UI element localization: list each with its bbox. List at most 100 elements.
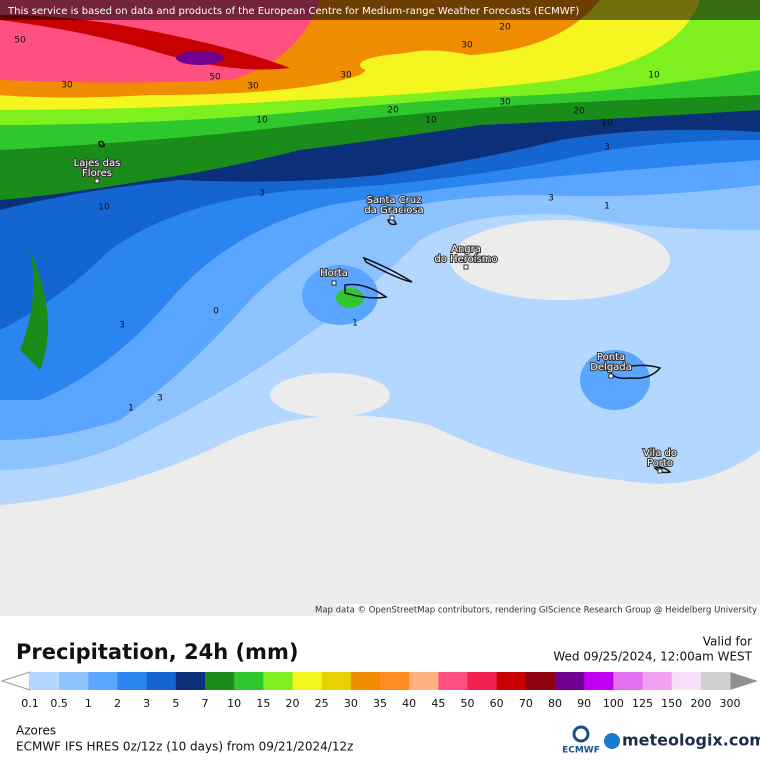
color-swatch [205, 672, 235, 690]
scale-label: 0.5 [50, 697, 68, 710]
city-marker [331, 280, 337, 286]
contour-label: 10 [648, 71, 660, 81]
precip-area [360, 53, 480, 77]
scale-label: 80 [548, 697, 562, 710]
city-label: Delgada [590, 362, 632, 373]
color-swatch [59, 672, 89, 690]
city-label: Lajes das [74, 158, 121, 169]
city-marker [389, 215, 395, 221]
scale-label: 200 [690, 697, 711, 710]
city-label: Angra [451, 244, 481, 255]
contour-label: 1 [128, 404, 134, 414]
color-swatch [409, 672, 439, 690]
color-swatch [175, 672, 206, 690]
contour-label: 0 [213, 307, 219, 317]
scale-label: 50 [461, 697, 475, 710]
scale-label: 125 [632, 697, 653, 710]
attribution-bg [336, 604, 760, 616]
contour-label: 30 [247, 82, 259, 92]
dry-patch [450, 220, 670, 300]
scale-label: 60 [490, 697, 504, 710]
color-swatch [321, 672, 352, 690]
scale-label: 100 [603, 697, 624, 710]
scale-arrow-high [730, 672, 758, 690]
city-label: Porto [647, 458, 673, 469]
color-swatch [234, 672, 264, 690]
contour-label: 30 [340, 71, 352, 81]
contour-label: 3 [259, 189, 265, 199]
contour-label: 30 [61, 81, 73, 91]
color-swatch [380, 672, 410, 690]
contour-label: 30 [499, 98, 511, 108]
attribution: Map data © OpenStreetMap contributors, r… [315, 606, 757, 616]
island [362, 256, 413, 283]
color-swatch [292, 672, 323, 690]
contour-label: 1 [604, 202, 610, 212]
logo-mark [604, 733, 620, 749]
city-marker [657, 468, 663, 474]
precip-area [580, 350, 650, 410]
island [344, 283, 388, 299]
scale-label: 20 [286, 697, 300, 710]
scale-label: 45 [431, 697, 445, 710]
precip-area [20, 250, 48, 370]
city-label: Santa Cruz [367, 195, 422, 206]
contour-label: 10 [425, 116, 437, 126]
city-marker [608, 373, 614, 379]
color-swatch [30, 672, 60, 690]
scale-label: 7 [202, 697, 209, 710]
city-label: da Graciosa [364, 205, 423, 216]
scale-label: 10 [227, 697, 241, 710]
model-run: ECMWF IFS HRES 0z/12z (10 days) from 09/… [16, 740, 353, 754]
contour-label: 20 [387, 106, 399, 116]
valid-time: Wed 09/25/2024, 12:00am WEST [553, 650, 752, 664]
scale-label: 35 [373, 697, 387, 710]
valid-label: Valid for [703, 635, 752, 649]
color-swatch [263, 672, 293, 690]
color-swatch [146, 672, 177, 690]
scale-label: 15 [256, 697, 270, 710]
contour-label: 20 [573, 107, 585, 117]
color-swatch [117, 672, 148, 690]
precip-area [176, 51, 224, 65]
contour-label: 3 [604, 143, 610, 153]
color-swatch [496, 672, 527, 690]
city-label: Flores [82, 168, 112, 179]
color-swatch [438, 672, 468, 690]
color-swatch [700, 672, 731, 690]
contour-label: 1 [352, 319, 358, 329]
contour-label: 3 [119, 321, 125, 331]
scale-label: 90 [577, 697, 591, 710]
legend-title: Precipitation, 24h (mm) [16, 640, 298, 664]
color-swatch [555, 672, 585, 690]
scale-label: 30 [344, 697, 358, 710]
scale-label: 3 [143, 697, 150, 710]
contour-label: 20 [499, 23, 511, 33]
city-label: Horta [320, 268, 348, 279]
logo-text: ECMWF [562, 746, 600, 756]
contour-label: 10 [98, 203, 110, 213]
city-label: do Heroísmo [434, 253, 497, 265]
scale-label: 40 [402, 697, 416, 710]
logo-text[interactable]: meteologix.com [622, 731, 760, 750]
contour-label: 10 [256, 116, 268, 126]
color-swatch [350, 672, 381, 690]
color-swatch [642, 672, 673, 690]
city-marker [463, 264, 469, 270]
scale-label: 25 [315, 697, 329, 710]
region: Azores [16, 724, 56, 738]
scale-label: 5 [172, 697, 179, 710]
color-swatch [584, 672, 614, 690]
site-logo[interactable]: meteologix.com [604, 731, 760, 750]
precip-area [336, 288, 364, 308]
island [609, 364, 662, 380]
city-label: Ponta [597, 352, 625, 363]
contour-label: 50 [209, 73, 221, 83]
ecmwf-logo: ECMWF [562, 725, 600, 756]
scale-label: 0.1 [21, 697, 39, 710]
contour-label: 50 [14, 36, 26, 46]
banner: This service is based on data and produc… [7, 6, 579, 17]
